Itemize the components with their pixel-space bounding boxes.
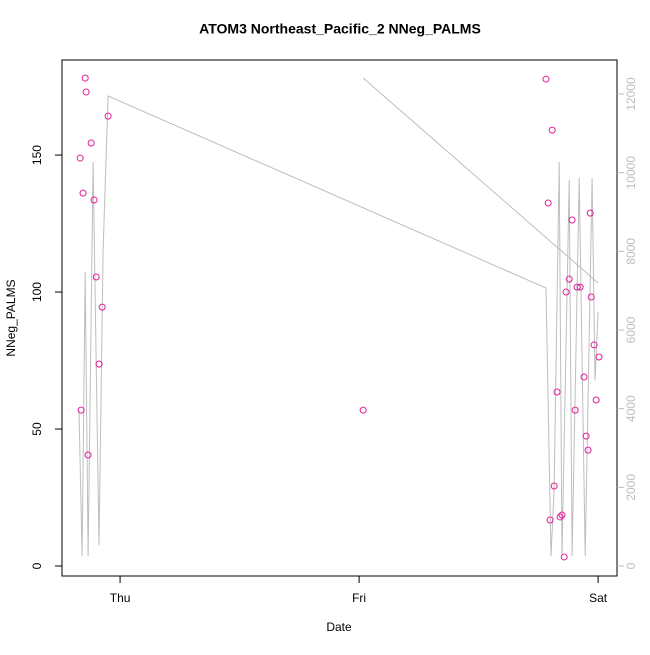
data-point — [568, 216, 576, 224]
data-point — [98, 303, 106, 311]
data-point — [560, 553, 568, 561]
data-point — [546, 516, 554, 524]
data-point — [77, 406, 85, 414]
data-point — [544, 199, 552, 207]
plot-frame — [61, 59, 618, 577]
y-axis-label: NNeg_PALMS — [4, 279, 18, 356]
y2-tick-label: 8000 — [624, 238, 638, 265]
data-point — [550, 482, 558, 490]
data-point — [95, 360, 103, 368]
data-point — [359, 406, 367, 414]
x-tick-label: Thu — [110, 591, 131, 605]
y2-tick-label: 4000 — [624, 395, 638, 422]
y2-tick-label: 0 — [624, 562, 638, 569]
y-tick-label: 150 — [30, 145, 44, 165]
chart-title: ATOM3 Northeast_Pacific_2 NNeg_PALMS — [199, 21, 481, 37]
y2-tick-label: 10000 — [624, 156, 638, 190]
data-point — [571, 406, 579, 414]
data-point — [562, 288, 570, 296]
data-point — [558, 511, 566, 519]
data-point — [565, 275, 573, 283]
data-point — [553, 388, 561, 396]
data-point — [576, 283, 584, 291]
y-tick-label: 0 — [30, 562, 44, 569]
data-point — [548, 126, 556, 134]
data-point — [573, 283, 581, 291]
data-point — [542, 75, 550, 83]
y-tick-label: 100 — [30, 282, 44, 302]
data-point — [584, 446, 592, 454]
data-point — [587, 293, 595, 301]
data-point — [76, 154, 84, 162]
data-point — [586, 209, 594, 217]
y2-tick-label: 2000 — [624, 474, 638, 501]
data-point — [582, 432, 590, 440]
data-point — [590, 341, 598, 349]
data-point — [556, 513, 564, 521]
data-point — [104, 112, 112, 120]
x-tick-label: Fri — [352, 591, 366, 605]
x-axis-label: Date — [326, 620, 352, 634]
data-point — [592, 396, 600, 404]
y-tick-label: 50 — [30, 422, 44, 436]
data-point — [81, 74, 89, 82]
y2-tick-label: 12000 — [624, 77, 638, 111]
data-point — [87, 139, 95, 147]
series-line — [78, 77, 599, 557]
y2-tick-label: 6000 — [624, 316, 638, 343]
data-point — [92, 273, 100, 281]
data-point — [82, 88, 90, 96]
x-tick-label: Sat — [589, 591, 608, 605]
data-point — [79, 189, 87, 197]
data-point — [595, 353, 603, 361]
data-point — [84, 451, 92, 459]
data-point — [90, 196, 98, 204]
data-point — [580, 373, 588, 381]
